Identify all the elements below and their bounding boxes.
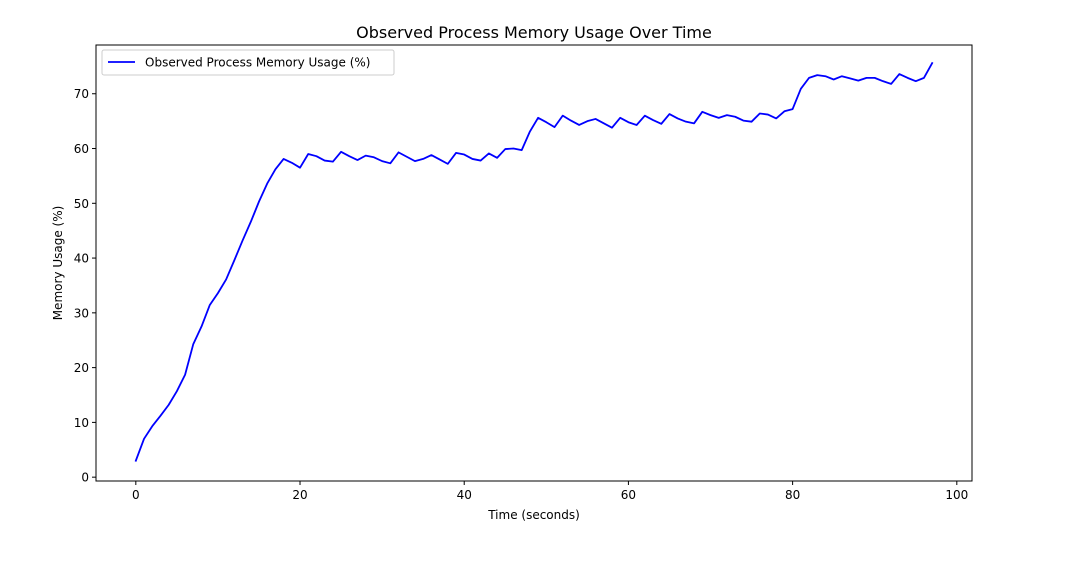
y-tick-label: 10 — [74, 416, 89, 430]
y-tick-label: 0 — [81, 471, 89, 485]
x-tick-label: 100 — [945, 488, 968, 502]
y-tick-label: 20 — [74, 361, 89, 375]
chart-title: Observed Process Memory Usage Over Time — [356, 23, 712, 42]
y-axis-label: Memory Usage (%) — [51, 206, 65, 321]
x-tick-label: 20 — [292, 488, 307, 502]
legend-label: Observed Process Memory Usage (%) — [145, 56, 370, 70]
y-axis: 0 10 20 30 40 50 60 70 — [74, 87, 96, 485]
x-axis: 0 20 40 60 80 100 — [132, 481, 968, 502]
x-tick-label: 80 — [785, 488, 800, 502]
legend: Observed Process Memory Usage (%) — [101, 49, 395, 76]
y-tick-label: 30 — [74, 306, 89, 320]
x-tick-label: 60 — [621, 488, 636, 502]
plot-frame — [95, 44, 973, 482]
plot-area — [95, 44, 973, 482]
y-tick-label: 70 — [74, 87, 89, 101]
x-axis-label: Time (seconds) — [487, 508, 580, 522]
y-tick-label: 40 — [74, 252, 89, 266]
y-tick-label: 60 — [74, 142, 89, 156]
series-line-0 — [134, 61, 934, 462]
x-tick-label: 40 — [457, 488, 472, 502]
x-tick-label: 0 — [132, 488, 140, 502]
y-tick-label: 50 — [74, 197, 89, 211]
legend-box — [101, 49, 395, 76]
